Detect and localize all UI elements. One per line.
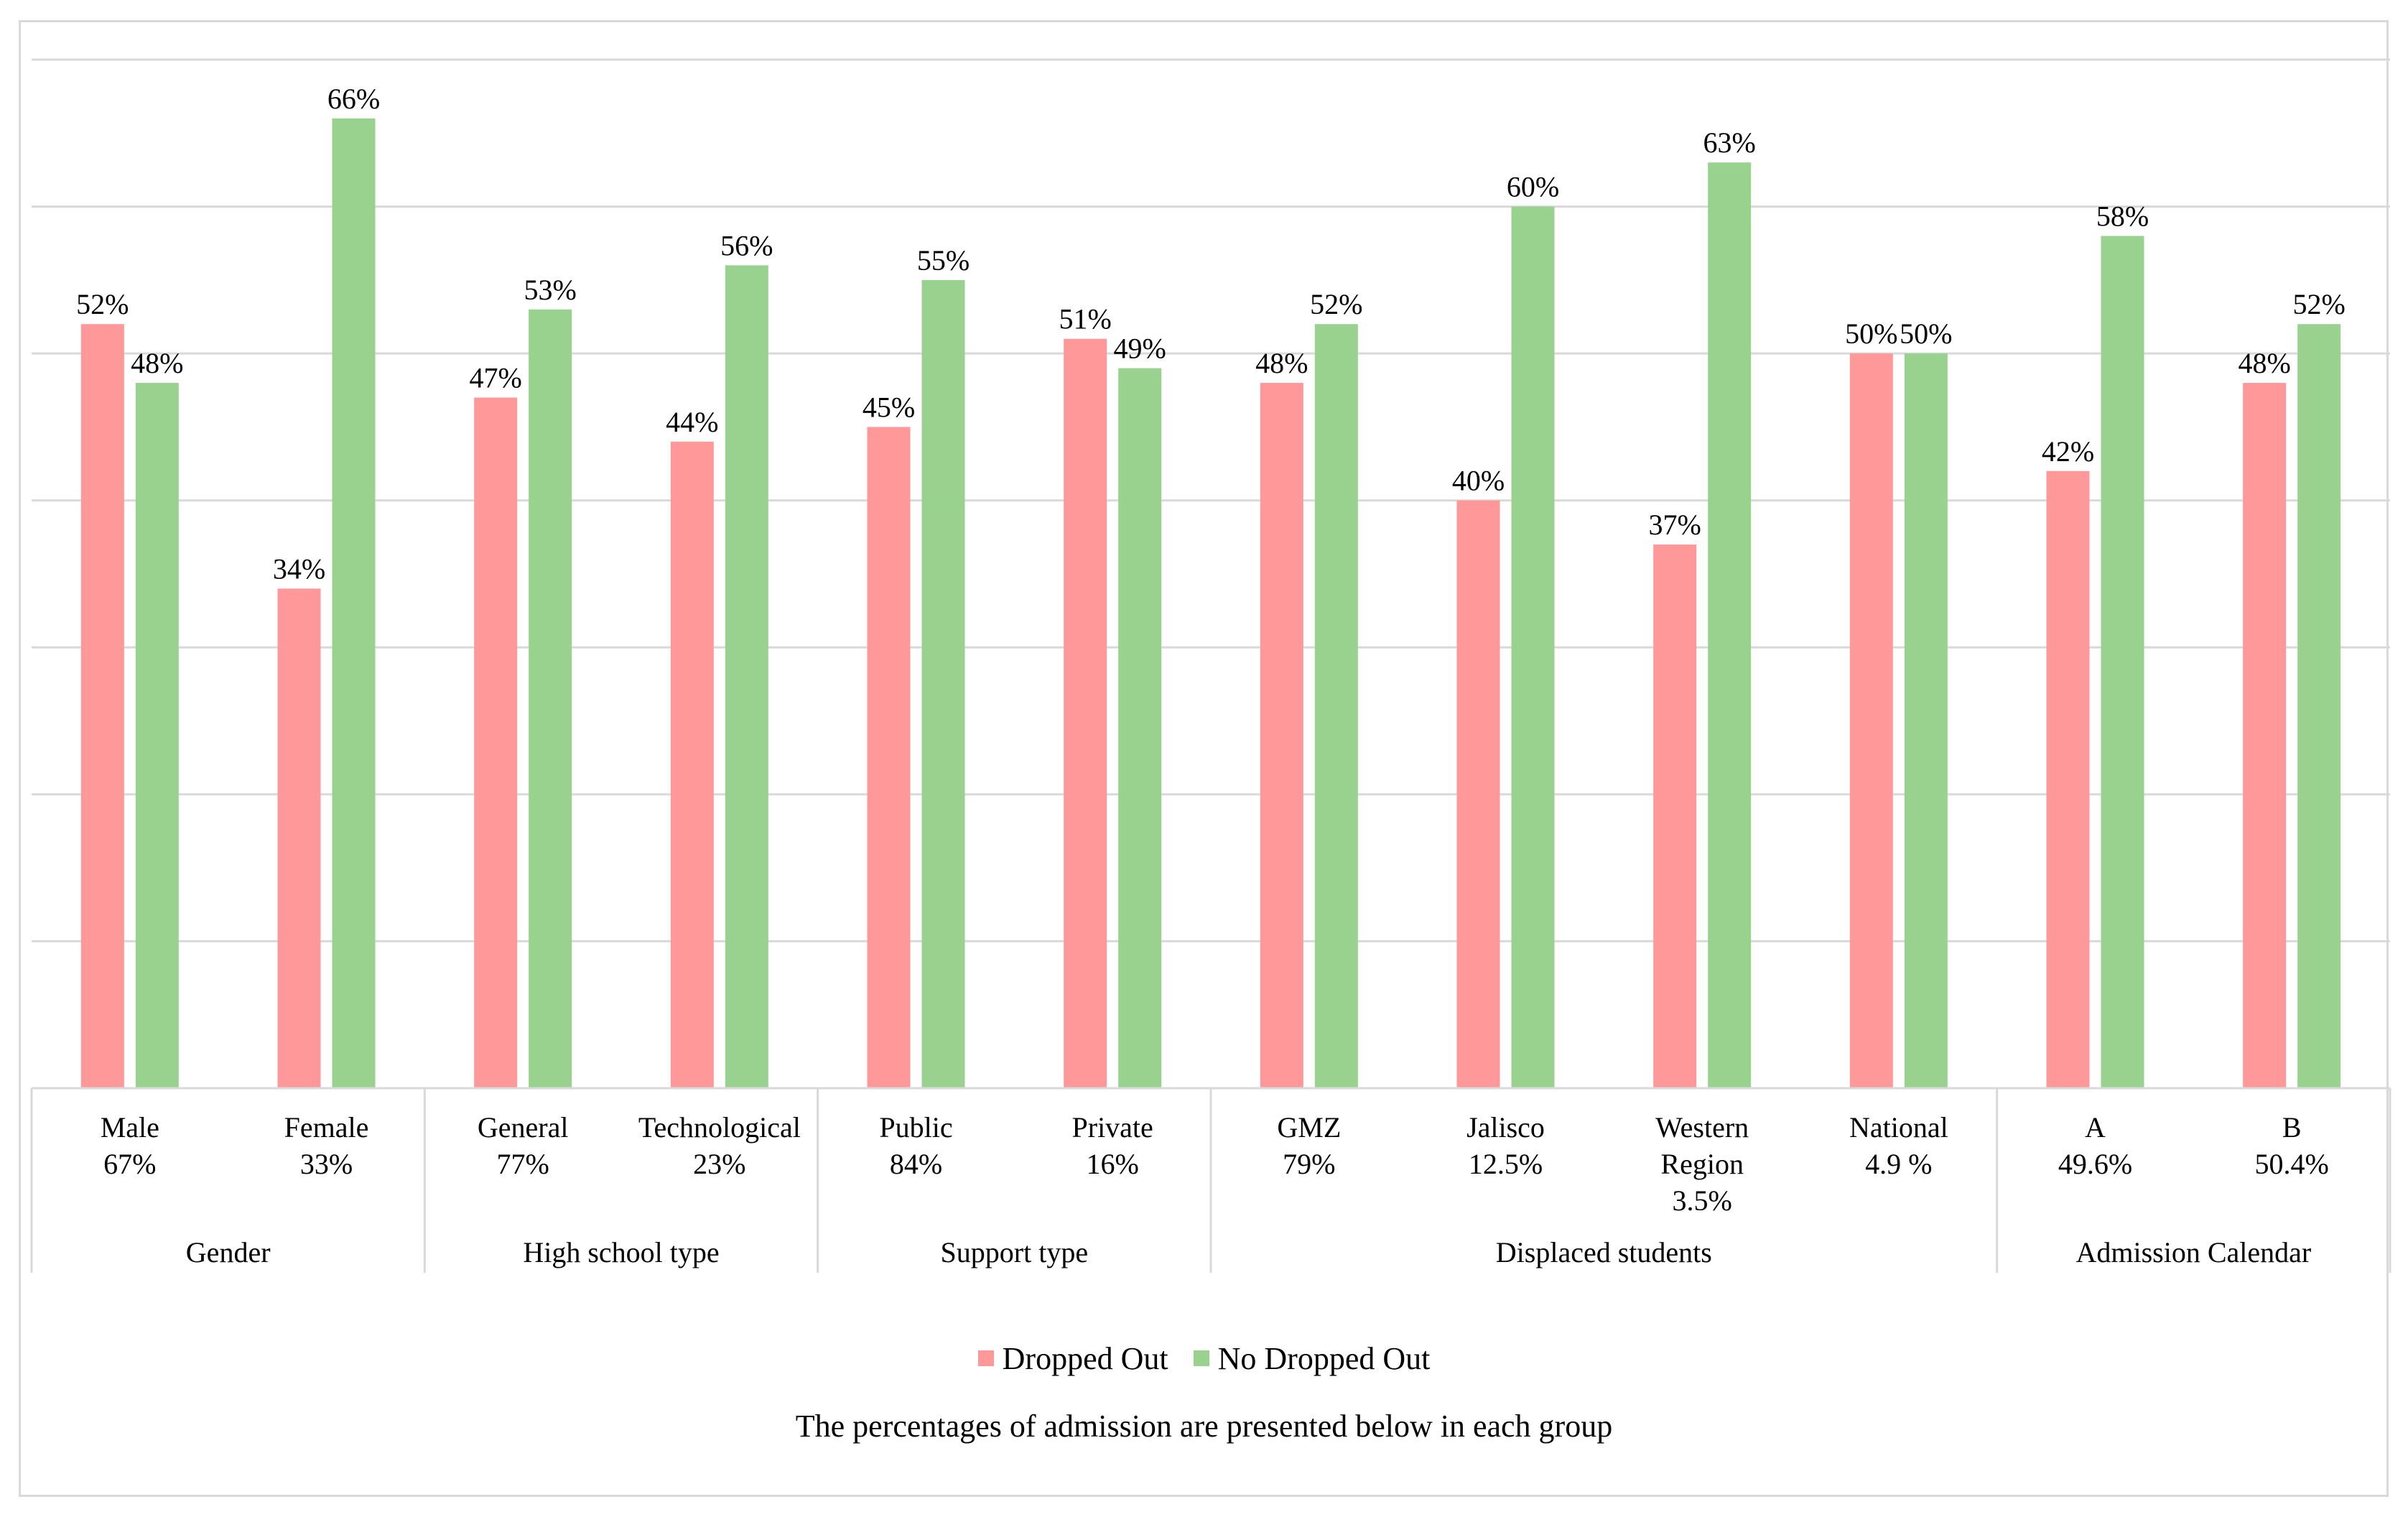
- category-label: 67%: [103, 1148, 156, 1180]
- group-label: Displaced students: [1496, 1236, 1712, 1268]
- data-label-no-dropped-out: 53%: [524, 274, 577, 306]
- legend-label-no-dropped-out: No Dropped Out: [1217, 1340, 1431, 1376]
- data-label-dropped-out: 34%: [273, 552, 325, 585]
- data-label-dropped-out: 44%: [666, 406, 718, 438]
- legend-item-no-dropped-out: No Dropped Out: [1193, 1340, 1431, 1377]
- category-label: 49.6%: [2058, 1148, 2132, 1180]
- category-label: National: [1849, 1111, 1948, 1143]
- data-label-no-dropped-out: 63%: [1703, 126, 1756, 159]
- bar-dropped-out: [1064, 338, 1107, 1089]
- bar-no-dropped-out: [1314, 324, 1358, 1089]
- bar-dropped-out: [1849, 353, 1893, 1089]
- bar-no-dropped-out: [921, 279, 965, 1088]
- bar-no-dropped-out: [1904, 353, 1948, 1089]
- category-label: A: [2085, 1111, 2106, 1143]
- category-label: B: [2282, 1111, 2302, 1143]
- chart-note: The percentages of admission are present…: [795, 1409, 1613, 1444]
- category-label: Male: [101, 1111, 159, 1143]
- data-label-no-dropped-out: 56%: [720, 229, 773, 261]
- category-label: 12.5%: [1469, 1148, 1543, 1180]
- category-label: Region: [1660, 1148, 1744, 1180]
- bar-dropped-out: [867, 427, 911, 1088]
- category-label: Jalisco: [1466, 1111, 1545, 1143]
- bar-no-dropped-out: [1511, 206, 1555, 1089]
- data-label-dropped-out: 48%: [1255, 347, 1308, 379]
- bar-dropped-out: [80, 324, 124, 1089]
- legend-swatch-dropped-out: [977, 1350, 994, 1366]
- data-label-dropped-out: 37%: [1649, 509, 1701, 541]
- bar-dropped-out: [2046, 470, 2090, 1088]
- data-label-dropped-out: 50%: [1845, 317, 1897, 350]
- bar-no-dropped-out: [2297, 324, 2341, 1089]
- category-label: 33%: [300, 1148, 353, 1180]
- data-label-dropped-out: 51%: [1059, 303, 1112, 335]
- category-label: General: [478, 1111, 569, 1143]
- category-label: 50.4%: [2255, 1148, 2329, 1180]
- group-label: High school type: [523, 1236, 719, 1268]
- legend-swatch-no-dropped-out: [1193, 1350, 1209, 1366]
- chart-frame: [19, 20, 2389, 1497]
- data-label-no-dropped-out: 50%: [1900, 317, 1952, 350]
- data-label-no-dropped-out: 60%: [1507, 171, 1559, 203]
- group-label: Gender: [186, 1236, 271, 1268]
- category-label: Private: [1072, 1111, 1153, 1143]
- category-label: 3.5%: [1673, 1184, 1732, 1217]
- bar-dropped-out: [277, 588, 321, 1088]
- data-label-dropped-out: 40%: [1452, 465, 1505, 497]
- category-label: Female: [284, 1111, 369, 1143]
- category-label: 23%: [693, 1148, 745, 1180]
- category-label: Western: [1655, 1111, 1749, 1143]
- bar-dropped-out: [670, 441, 714, 1088]
- data-label-no-dropped-out: 66%: [327, 83, 380, 115]
- category-label: 84%: [890, 1148, 942, 1180]
- category-label: 16%: [1087, 1148, 1139, 1180]
- legend-item-dropped-out: Dropped Out: [977, 1340, 1168, 1377]
- data-label-dropped-out: 47%: [470, 362, 522, 394]
- bar-no-dropped-out: [332, 118, 376, 1088]
- bar-dropped-out: [2243, 383, 2287, 1088]
- category-label: 4.9 %: [1865, 1148, 1932, 1180]
- category-label: 79%: [1283, 1148, 1335, 1180]
- bar-dropped-out: [1260, 383, 1303, 1088]
- legend: Dropped Out No Dropped Out: [0, 1337, 2408, 1377]
- category-label: 77%: [497, 1148, 549, 1180]
- category-label: Public: [879, 1111, 952, 1143]
- bar-dropped-out: [1653, 544, 1697, 1088]
- category-label: GMZ: [1277, 1111, 1341, 1143]
- bar-no-dropped-out: [529, 309, 572, 1088]
- data-label-dropped-out: 45%: [863, 391, 915, 423]
- data-label-dropped-out: 52%: [76, 288, 129, 320]
- legend-label-dropped-out: Dropped Out: [1002, 1340, 1168, 1376]
- data-label-dropped-out: 42%: [2042, 435, 2094, 468]
- bar-dropped-out: [1456, 500, 1500, 1088]
- data-label-no-dropped-out: 52%: [1310, 288, 1362, 320]
- group-label: Admission Calendar: [2075, 1236, 2311, 1268]
- bar-no-dropped-out: [1708, 162, 1752, 1089]
- data-label-dropped-out: 48%: [2239, 347, 2291, 379]
- bar-dropped-out: [474, 397, 518, 1088]
- data-label-no-dropped-out: 49%: [1114, 333, 1166, 365]
- data-label-no-dropped-out: 55%: [917, 244, 970, 277]
- data-label-no-dropped-out: 48%: [131, 347, 183, 379]
- bar-no-dropped-out: [2101, 236, 2144, 1088]
- data-label-no-dropped-out: 52%: [2293, 288, 2346, 320]
- bar-no-dropped-out: [1118, 368, 1162, 1088]
- bar-no-dropped-out: [725, 265, 768, 1088]
- category-label: Technological: [638, 1111, 801, 1143]
- data-label-no-dropped-out: 58%: [2096, 200, 2149, 232]
- bar-no-dropped-out: [135, 383, 179, 1088]
- group-label: Support type: [941, 1236, 1089, 1268]
